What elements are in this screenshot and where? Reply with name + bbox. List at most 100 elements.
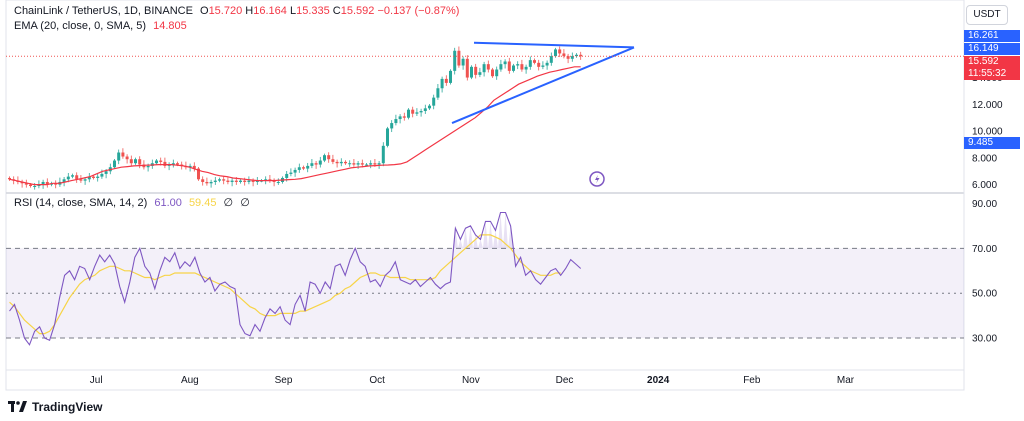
- ohlc-open: 15.720: [208, 5, 243, 17]
- candle-body: [461, 58, 465, 66]
- candle-body: [100, 173, 104, 177]
- candle-body: [33, 185, 37, 187]
- price-tag-ema: 9.485: [964, 137, 1020, 149]
- price-tag-last: 15.592: [964, 56, 1020, 68]
- candle-body: [486, 64, 490, 70]
- ohlc-close: 15.592: [340, 5, 375, 17]
- candle-body: [344, 161, 347, 164]
- candle-body: [146, 165, 150, 168]
- candle-body: [499, 64, 503, 70]
- tradingview-brand: TradingView: [32, 400, 103, 414]
- candle-body: [440, 78, 444, 89]
- candle-body: [495, 69, 499, 77]
- symbol-title[interactable]: ChainLink / TetherUS, 1D, BINANCE: [14, 5, 193, 17]
- ema-legend: EMA (20, close, 0, SMA, 5) 14.805: [14, 19, 187, 33]
- candle-body: [87, 176, 91, 180]
- candle-body: [365, 164, 368, 166]
- candle-body: [541, 65, 545, 67]
- rsi-line: [9, 211, 582, 346]
- candle-body: [293, 169, 297, 173]
- candle-body: [419, 111, 423, 113]
- candle-body: [549, 56, 553, 63]
- candle-body: [524, 66, 528, 70]
- rsi-tick-label: 70.00: [972, 244, 997, 255]
- ohlc-open-label: O: [200, 5, 209, 17]
- candle-body: [566, 56, 570, 59]
- candle-body: [255, 180, 259, 182]
- candle-body: [470, 66, 473, 78]
- candle-body: [402, 116, 406, 118]
- candle-body: [398, 116, 402, 120]
- candle-body: [579, 54, 583, 57]
- candle-body: [474, 66, 478, 75]
- candle-body: [24, 183, 28, 185]
- candle-body: [331, 159, 335, 162]
- candle-body: [167, 164, 171, 166]
- candle-body: [163, 161, 167, 166]
- candle-body: [159, 160, 163, 162]
- candle-body: [125, 156, 129, 160]
- lightning-icon[interactable]: [589, 171, 605, 187]
- candle-body: [222, 179, 226, 181]
- time-tick-label: Mar: [837, 375, 855, 386]
- candle-body: [306, 165, 310, 169]
- candle-body: [516, 64, 520, 66]
- ema-line: [9, 66, 581, 186]
- candle-body: [323, 155, 326, 161]
- candle-body: [62, 179, 66, 182]
- price-tick-label: 10.000: [972, 127, 1003, 138]
- candle-body: [314, 163, 318, 165]
- candle-body: [390, 123, 394, 129]
- candle-body: [201, 179, 205, 182]
- candle-body: [234, 180, 238, 182]
- candle-body: [360, 163, 364, 165]
- candle-body: [436, 88, 440, 98]
- rsi-tick-label: 50.00: [972, 289, 997, 300]
- candle-body: [218, 179, 221, 181]
- candle-body: [41, 181, 45, 185]
- candle-body: [558, 49, 562, 54]
- ema-label[interactable]: EMA (20, close, 0, SMA, 5): [14, 20, 147, 32]
- candle-body: [226, 180, 230, 182]
- candle-body: [272, 180, 276, 182]
- price-tick-label: 6.000: [972, 180, 997, 191]
- candle-body: [407, 109, 410, 118]
- candle-body: [562, 53, 566, 57]
- rsi-tick-label: 90.00: [972, 199, 997, 210]
- time-axis[interactable]: Jul Aug Sep Oct Nov Dec 2024 Feb Mar: [90, 375, 855, 386]
- candle-body: [394, 119, 398, 124]
- triangle-lower-trendline[interactable]: [451, 46, 635, 124]
- rsi-axis[interactable]: 90.00 70.00 50.00 30.00: [972, 199, 997, 345]
- rsi-extra-1: ∅: [223, 197, 234, 209]
- candle-body: [276, 181, 280, 183]
- candle-body: [348, 163, 352, 165]
- ohlc-close-label: C: [332, 5, 341, 17]
- candle-body: [104, 171, 108, 174]
- candle-body: [29, 184, 32, 186]
- rsi-band: [6, 248, 964, 339]
- triangle-upper-trendline[interactable]: [473, 41, 635, 49]
- candle-body: [512, 65, 515, 71]
- price-tick-label: 8.000: [972, 153, 997, 164]
- candle-body: [302, 167, 305, 169]
- ohlc-low: 15.335: [296, 5, 330, 17]
- candle-body: [71, 175, 74, 177]
- candle-body: [356, 163, 360, 165]
- currency-button[interactable]: USDT: [966, 5, 1008, 25]
- candle-body: [285, 173, 289, 178]
- candle-body: [352, 163, 356, 165]
- candle-body: [411, 109, 415, 114]
- rsi-label[interactable]: RSI (14, close, SMA, 14, 2): [14, 197, 148, 209]
- candle-body: [129, 159, 133, 164]
- candle-body: [176, 163, 179, 165]
- candle-body: [117, 152, 121, 161]
- time-tick-label: Jul: [90, 375, 103, 386]
- candle-body: [188, 165, 192, 168]
- time-tick-label: Nov: [462, 375, 480, 386]
- candle-body: [138, 159, 142, 165]
- candle-body: [369, 163, 373, 165]
- candle-body: [155, 160, 158, 164]
- tradingview-logo[interactable]: TradingView: [8, 400, 102, 414]
- candle-body: [66, 176, 70, 180]
